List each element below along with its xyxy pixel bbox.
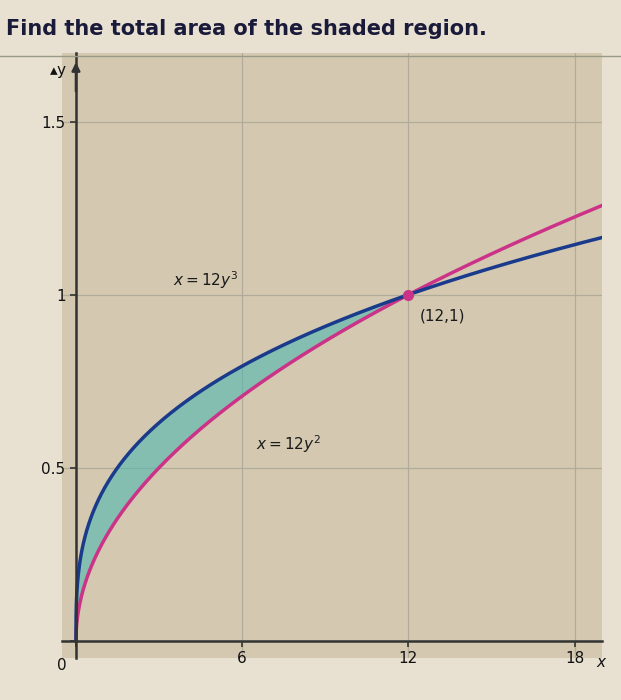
Text: $x = 12y^3$: $x = 12y^3$ — [173, 270, 238, 291]
Text: Find the total area of the shaded region.: Find the total area of the shaded region… — [6, 19, 487, 39]
Text: $\blacktriangle$y: $\blacktriangle$y — [50, 64, 68, 81]
Text: x: x — [597, 654, 606, 669]
Text: (12,1): (12,1) — [420, 309, 465, 323]
Text: 0: 0 — [57, 658, 66, 673]
Text: $x = 12y^2$: $x = 12y^2$ — [256, 433, 321, 455]
